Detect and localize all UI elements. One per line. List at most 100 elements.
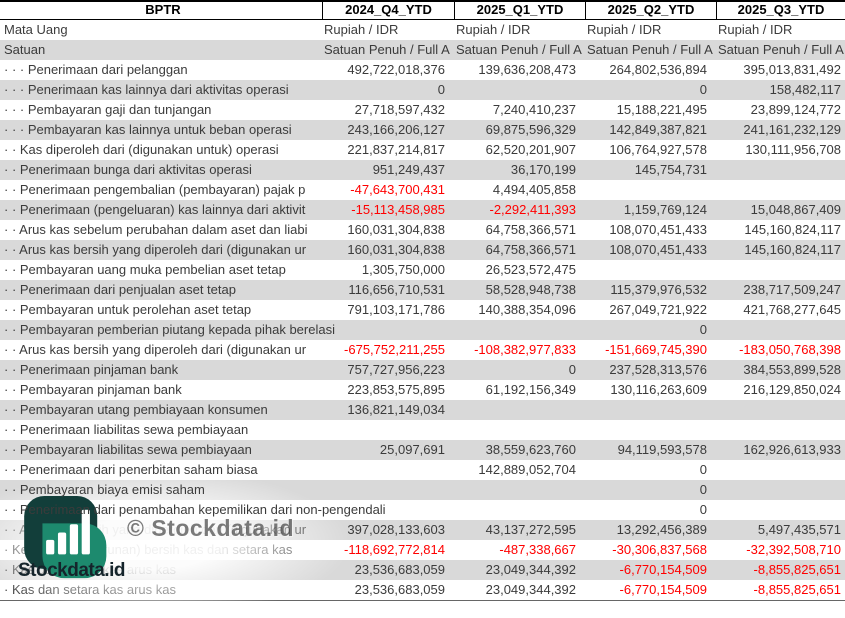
- value-cell-2024-q4[interactable]: 160,031,304,838: [347, 242, 445, 257]
- row-label-cell[interactable]: · · Kas diperoleh dari (digunakan untuk)…: [4, 142, 279, 157]
- value-cell-2025-q3[interactable]: 5,497,435,571: [757, 522, 841, 537]
- value-cell-2025-q2[interactable]: 1,159,769,124: [623, 202, 707, 217]
- value-cell-2025-q2[interactable]: Rupiah / IDR: [587, 22, 662, 37]
- value-cell-2025-q2[interactable]: 108,070,451,433: [609, 222, 707, 237]
- value-cell-2024-q4[interactable]: Rupiah / IDR: [324, 22, 399, 37]
- value-cell-2025-q3[interactable]: 15,048,867,409: [750, 202, 841, 217]
- value-cell-2024-q4[interactable]: 951,249,437: [372, 162, 445, 177]
- value-cell-2024-q4[interactable]: 492,722,018,376: [347, 62, 445, 77]
- value-cell-2024-q4[interactable]: 243,166,206,127: [347, 122, 445, 137]
- value-cell-2024-q4[interactable]: 221,837,214,817: [347, 142, 445, 157]
- value-cell-2025-q1[interactable]: -2,292,411,393: [489, 202, 577, 217]
- value-cell-2024-q4[interactable]: 27,718,597,432: [354, 102, 445, 117]
- row-label-cell[interactable]: · · Arus kas bersih yang diperoleh dari …: [4, 242, 307, 257]
- row-label-cell[interactable]: Satuan: [4, 42, 46, 57]
- value-cell-2025-q1[interactable]: 38,559,623,760: [485, 442, 576, 457]
- value-cell-2025-q3[interactable]: [716, 260, 845, 280]
- value-cell-2025-q2[interactable]: [585, 400, 716, 420]
- value-cell-2025-q2[interactable]: 237,528,313,576: [609, 362, 707, 377]
- value-cell-2024-q4[interactable]: Satuan Penuh / Full A: [324, 42, 450, 57]
- value-cell-2024-q4[interactable]: 757,727,956,223: [347, 362, 445, 377]
- value-cell-2025-q3[interactable]: -32,392,508,710: [746, 542, 841, 557]
- value-cell-2025-q2[interactable]: 106,764,927,578: [609, 142, 707, 157]
- value-cell-2025-q3[interactable]: [716, 500, 845, 520]
- value-cell-2025-q2[interactable]: 94,119,593,578: [617, 442, 707, 457]
- row-label-cell[interactable]: · · · Penerimaan kas lainnya dari aktivi…: [4, 82, 289, 97]
- value-cell-2025-q1[interactable]: 43,137,272,595: [485, 522, 576, 537]
- value-cell-2024-q4[interactable]: -675,752,211,255: [344, 342, 445, 357]
- value-cell-2024-q4[interactable]: -118,692,772,814: [344, 542, 445, 557]
- value-cell-2024-q4[interactable]: 397,028,133,603: [347, 522, 445, 537]
- value-cell-2025-q1[interactable]: [454, 80, 585, 100]
- value-cell-2025-q1[interactable]: 4,494,405,858: [492, 182, 576, 197]
- column-header-2025-q3[interactable]: 2025_Q3_YTD: [716, 2, 845, 19]
- value-cell-2025-q3[interactable]: 158,482,117: [769, 82, 841, 97]
- value-cell-2025-q1[interactable]: 61,192,156,349: [485, 382, 576, 397]
- value-cell-2025-q2[interactable]: -6,770,154,509: [619, 582, 707, 597]
- value-cell-2025-q2[interactable]: 0: [699, 482, 707, 497]
- value-cell-2025-q1[interactable]: 139,636,208,473: [478, 62, 576, 77]
- value-cell-2024-q4[interactable]: 23,536,683,059: [354, 582, 445, 597]
- value-cell-2025-q3[interactable]: [716, 420, 845, 440]
- value-cell-2025-q1[interactable]: [454, 400, 585, 420]
- row-label-cell[interactable]: · · Pembayaran pemberian piutang kepada …: [4, 322, 335, 337]
- value-cell-2025-q3[interactable]: Satuan Penuh / Full A: [718, 42, 844, 57]
- row-label-cell[interactable]: Mata Uang: [4, 22, 68, 37]
- value-cell-2025-q3[interactable]: -183,050,768,398: [739, 342, 841, 357]
- value-cell-2025-q2[interactable]: 15,188,221,495: [616, 102, 707, 117]
- value-cell-2024-q4[interactable]: [322, 320, 454, 340]
- row-label-cell[interactable]: · · Penerimaan dari penjualan aset tetap: [4, 282, 236, 297]
- value-cell-2024-q4[interactable]: 791,103,171,786: [347, 302, 445, 317]
- value-cell-2025-q1[interactable]: Satuan Penuh / Full A: [456, 42, 582, 57]
- column-header-2025-q1[interactable]: 2025_Q1_YTD: [454, 2, 585, 19]
- row-label-cell[interactable]: · · Arus kas sebelum perubahan dalam ase…: [4, 222, 308, 237]
- row-label-cell[interactable]: · · Pembayaran untuk perolehan aset teta…: [4, 302, 252, 317]
- value-cell-2025-q3[interactable]: [716, 160, 845, 180]
- value-cell-2025-q2[interactable]: 0: [699, 462, 707, 477]
- value-cell-2025-q1[interactable]: Rupiah / IDR: [456, 22, 531, 37]
- value-cell-2025-q2[interactable]: 264,802,536,894: [609, 62, 707, 77]
- value-cell-2025-q2[interactable]: -151,669,745,390: [605, 342, 707, 357]
- value-cell-2025-q3[interactable]: 145,160,824,117: [744, 222, 841, 237]
- value-cell-2025-q2[interactable]: 142,849,387,821: [609, 122, 707, 137]
- value-cell-2025-q3[interactable]: 216,129,850,024: [743, 382, 841, 397]
- row-label-cell[interactable]: · · Pembayaran utang pembiayaan konsumen: [4, 402, 268, 417]
- value-cell-2025-q3[interactable]: [716, 460, 845, 480]
- value-cell-2025-q2[interactable]: [585, 260, 716, 280]
- value-cell-2025-q1[interactable]: -108,382,977,833: [474, 342, 576, 357]
- value-cell-2025-q2[interactable]: -6,770,154,509: [619, 562, 707, 577]
- value-cell-2025-q1[interactable]: 0: [568, 362, 576, 377]
- value-cell-2025-q2[interactable]: 0: [699, 322, 707, 337]
- value-cell-2024-q4[interactable]: 136,821,149,034: [347, 402, 445, 417]
- value-cell-2025-q1[interactable]: [454, 500, 585, 520]
- value-cell-2025-q2[interactable]: [585, 180, 716, 200]
- row-label-cell[interactable]: · · Arus kas bersih yang diperoleh dari …: [4, 342, 307, 357]
- value-cell-2025-q1[interactable]: -487,338,667: [499, 542, 576, 557]
- row-label-cell[interactable]: · Kas dan setara kas arus kas: [4, 582, 176, 597]
- value-cell-2025-q1[interactable]: 26,523,572,475: [485, 262, 576, 277]
- ticker-header-cell[interactable]: BPTR: [145, 2, 181, 17]
- value-cell-2024-q4[interactable]: 116,656,710,531: [348, 282, 445, 297]
- value-cell-2024-q4[interactable]: 25,097,691: [379, 442, 445, 457]
- value-cell-2025-q3[interactable]: [716, 400, 845, 420]
- value-cell-2025-q1[interactable]: 64,758,366,571: [485, 222, 576, 237]
- column-header-2024-q4[interactable]: 2024_Q4_YTD: [322, 2, 454, 19]
- value-cell-2024-q4[interactable]: 223,853,575,895: [347, 382, 445, 397]
- value-cell-2025-q3[interactable]: Rupiah / IDR: [718, 22, 793, 37]
- value-cell-2025-q1[interactable]: 58,528,948,738: [485, 282, 576, 297]
- value-cell-2025-q3[interactable]: 241,161,232,129: [743, 122, 841, 137]
- value-cell-2025-q2[interactable]: 108,070,451,433: [609, 242, 707, 257]
- value-cell-2025-q1[interactable]: 64,758,366,571: [485, 242, 576, 257]
- value-cell-2024-q4[interactable]: [322, 460, 454, 480]
- value-cell-2025-q3[interactable]: [716, 480, 845, 500]
- value-cell-2025-q2[interactable]: 13,292,456,389: [616, 522, 707, 537]
- value-cell-2025-q2[interactable]: 0: [699, 82, 707, 97]
- value-cell-2025-q1[interactable]: 142,889,052,704: [478, 462, 576, 477]
- value-cell-2025-q2[interactable]: 267,049,721,922: [609, 302, 707, 317]
- column-header-2025-q2[interactable]: 2025_Q2_YTD: [585, 2, 716, 19]
- value-cell-2024-q4[interactable]: -47,643,700,431: [350, 182, 445, 197]
- value-cell-2025-q1[interactable]: 23,049,344,392: [485, 562, 576, 577]
- value-cell-2025-q2[interactable]: 115,379,976,532: [610, 282, 707, 297]
- value-cell-2025-q3[interactable]: 145,160,824,117: [744, 242, 841, 257]
- value-cell-2025-q3[interactable]: 162,926,613,933: [743, 442, 841, 457]
